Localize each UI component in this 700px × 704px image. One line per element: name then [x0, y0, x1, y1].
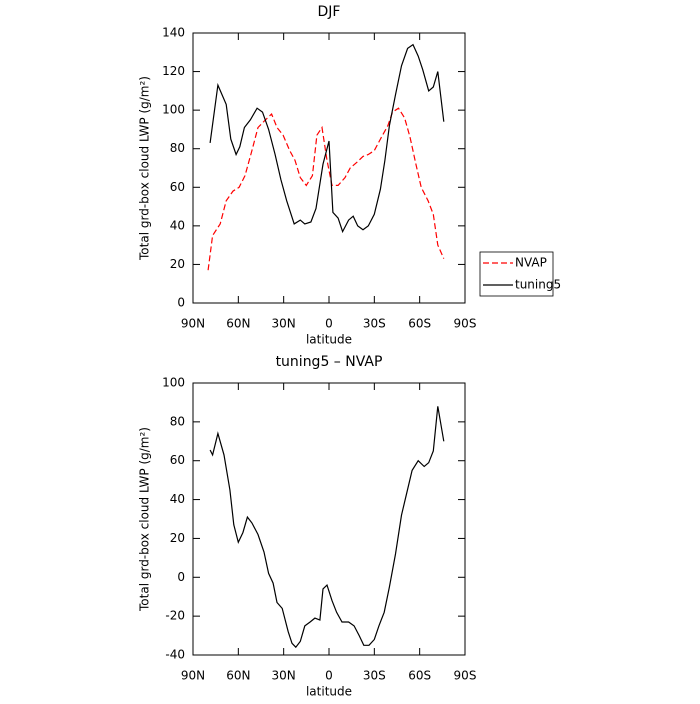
x-tick-label: 30N — [272, 669, 296, 683]
x-tick-label: 60N — [226, 669, 250, 683]
y-tick-label: 20 — [170, 257, 185, 271]
x-tick-label: 90N — [181, 669, 205, 683]
y-axis-label: Total grd-box cloud LWP (g/m²) — [138, 427, 152, 612]
x-tick-label: 30S — [363, 669, 386, 683]
x-tick-label: 30N — [272, 317, 296, 331]
y-tick-label: 100 — [162, 376, 185, 390]
y-tick-label: 40 — [170, 492, 185, 506]
y-tick-label: 20 — [170, 531, 185, 545]
y-tick-label: 0 — [177, 570, 185, 584]
x-tick-label: 90S — [454, 317, 477, 331]
y-tick-label: 0 — [177, 296, 185, 310]
y-tick-label: 60 — [170, 180, 185, 194]
y-tick-label: -40 — [165, 648, 185, 662]
y-tick-label: 140 — [162, 26, 185, 40]
y-tick-label: 60 — [170, 453, 185, 467]
data-line — [209, 406, 445, 649]
chart-title: DJF — [318, 4, 341, 20]
data-line — [207, 107, 445, 271]
x-axis-label: latitude — [306, 685, 352, 699]
y-tick-label: 40 — [170, 218, 185, 232]
legend-label: tuning5 — [515, 278, 561, 292]
x-tick-label: 60N — [226, 317, 250, 331]
x-tick-label: 30S — [363, 317, 386, 331]
y-tick-label: 120 — [162, 64, 185, 78]
y-axis-label: Total grd-box cloud LWP (g/m²) — [138, 76, 152, 261]
legend-box — [479, 251, 554, 297]
x-axis-label: latitude — [306, 333, 352, 347]
x-tick-label: 0 — [325, 317, 333, 331]
plot-frame — [192, 382, 466, 656]
chart-title: tuning5 – NVAP — [276, 354, 383, 370]
data-line — [209, 43, 445, 234]
y-tick-label: 80 — [170, 141, 185, 155]
legend-label: NVAP — [515, 256, 547, 270]
x-tick-label: 90S — [454, 669, 477, 683]
x-tick-label: 60S — [408, 317, 431, 331]
x-tick-label: 60S — [408, 669, 431, 683]
y-tick-label: 80 — [170, 414, 185, 428]
y-tick-label: -20 — [165, 609, 185, 623]
x-tick-label: 0 — [325, 669, 333, 683]
x-tick-label: 90N — [181, 317, 205, 331]
y-tick-label: 100 — [162, 103, 185, 117]
